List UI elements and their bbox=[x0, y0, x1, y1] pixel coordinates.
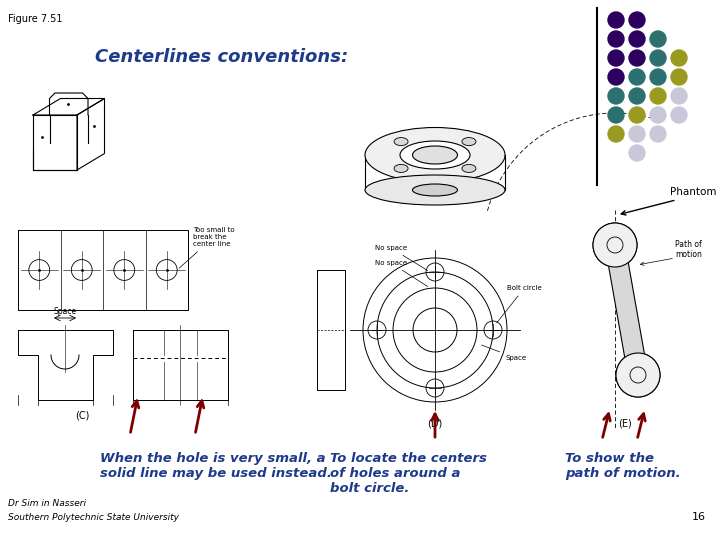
Circle shape bbox=[671, 107, 687, 123]
Text: Phantom lines: Phantom lines bbox=[621, 187, 720, 215]
Circle shape bbox=[616, 353, 660, 397]
Ellipse shape bbox=[462, 165, 476, 172]
Circle shape bbox=[629, 126, 645, 142]
Circle shape bbox=[650, 69, 666, 85]
Circle shape bbox=[629, 50, 645, 66]
Text: (C): (C) bbox=[75, 410, 89, 420]
Circle shape bbox=[608, 69, 624, 85]
Circle shape bbox=[650, 31, 666, 47]
Text: 16: 16 bbox=[692, 512, 706, 522]
Text: Path of
motion: Path of motion bbox=[675, 240, 702, 259]
Circle shape bbox=[608, 31, 624, 47]
Text: Too small to
break the
center line: Too small to break the center line bbox=[179, 227, 235, 268]
Circle shape bbox=[650, 107, 666, 123]
Text: (D): (D) bbox=[428, 418, 443, 428]
Circle shape bbox=[650, 50, 666, 66]
Circle shape bbox=[616, 353, 660, 397]
Text: Bolt circle: Bolt circle bbox=[497, 285, 541, 323]
Circle shape bbox=[629, 107, 645, 123]
Text: Space: Space bbox=[53, 307, 76, 316]
Circle shape bbox=[608, 50, 624, 66]
Text: Dr Sim in Nasseri: Dr Sim in Nasseri bbox=[8, 499, 86, 508]
Circle shape bbox=[650, 88, 666, 104]
Ellipse shape bbox=[365, 175, 505, 205]
Circle shape bbox=[593, 223, 637, 267]
Text: When the hole is very small, a
solid line may be used instead.: When the hole is very small, a solid lin… bbox=[100, 452, 332, 480]
Polygon shape bbox=[605, 243, 648, 377]
Circle shape bbox=[650, 126, 666, 142]
Circle shape bbox=[629, 12, 645, 28]
Ellipse shape bbox=[413, 184, 457, 196]
Circle shape bbox=[671, 50, 687, 66]
Circle shape bbox=[629, 88, 645, 104]
Circle shape bbox=[629, 145, 645, 161]
Ellipse shape bbox=[400, 141, 470, 169]
Ellipse shape bbox=[365, 127, 505, 183]
Text: (E): (E) bbox=[618, 418, 632, 428]
Ellipse shape bbox=[462, 138, 476, 146]
Text: To locate the centers
of holes around a
bolt circle.: To locate the centers of holes around a … bbox=[330, 452, 487, 495]
Circle shape bbox=[671, 88, 687, 104]
Circle shape bbox=[629, 69, 645, 85]
Circle shape bbox=[671, 69, 687, 85]
Circle shape bbox=[608, 126, 624, 142]
Circle shape bbox=[608, 12, 624, 28]
Text: No space: No space bbox=[375, 260, 428, 287]
Circle shape bbox=[608, 88, 624, 104]
Text: No space: No space bbox=[375, 245, 428, 271]
Ellipse shape bbox=[394, 165, 408, 172]
Text: Figure 7.51: Figure 7.51 bbox=[8, 14, 63, 24]
Text: Space: Space bbox=[482, 345, 526, 361]
Text: Centerlines conventions:: Centerlines conventions: bbox=[95, 48, 348, 66]
Text: To show the
path of motion.: To show the path of motion. bbox=[565, 452, 680, 480]
Circle shape bbox=[593, 223, 637, 267]
Ellipse shape bbox=[394, 138, 408, 146]
Circle shape bbox=[629, 31, 645, 47]
Ellipse shape bbox=[413, 146, 457, 164]
Circle shape bbox=[608, 107, 624, 123]
Text: Southern Polytechnic State University: Southern Polytechnic State University bbox=[8, 513, 179, 522]
